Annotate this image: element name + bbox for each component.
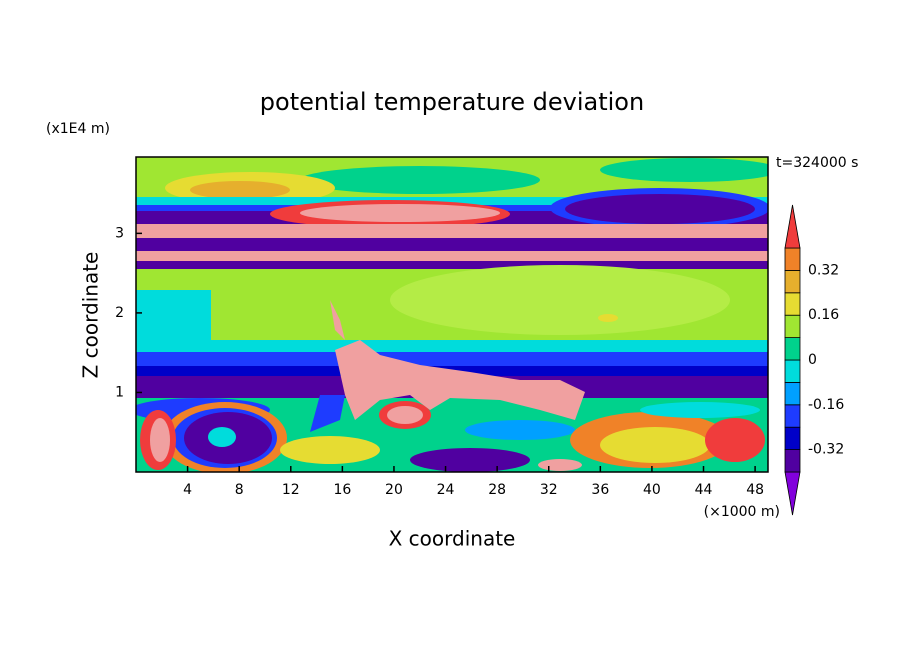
x-tick-label: 48 — [746, 482, 764, 498]
x-tick-label: 36 — [591, 482, 609, 498]
colorbar-triangle — [784, 204, 801, 249]
x-tick-label: 16 — [333, 482, 351, 498]
x-tick-label: 20 — [385, 482, 403, 498]
colorbar-box — [784, 269, 801, 294]
y-unit: (x1E4 m) — [46, 121, 110, 137]
colorbar-box — [784, 449, 801, 473]
chart-title: potential temperature deviation — [260, 88, 644, 116]
colorbar-box — [784, 337, 801, 361]
contour-field — [136, 157, 768, 472]
colorbar-box — [784, 404, 801, 428]
colorbar-box — [784, 292, 801, 316]
y-tick-label: 3 — [115, 225, 124, 241]
x-tick-label: 40 — [643, 482, 661, 498]
colorbar-label: 0.32 — [808, 262, 839, 278]
colorbar-label: -0.16 — [808, 397, 844, 413]
x-unit: (×1000 m) — [704, 504, 780, 520]
time-label: t=324000 s — [776, 155, 858, 171]
colorbar-label: -0.32 — [808, 442, 844, 458]
plot-frame — [135, 156, 769, 473]
colorbar-label: 0 — [808, 352, 817, 368]
colorbar-box — [784, 359, 801, 383]
colorbar-box — [784, 381, 801, 406]
colorbar-box — [784, 247, 801, 271]
y-axis-label: Z coordinate — [79, 252, 103, 379]
x-tick-label: 44 — [695, 482, 713, 498]
y-tick-label: 2 — [115, 305, 124, 321]
y-tick-label: 1 — [115, 384, 124, 400]
x-axis-label: X coordinate — [389, 527, 516, 551]
colorbar-triangle — [784, 471, 801, 516]
x-tick-label: 4 — [183, 482, 192, 498]
x-tick-label: 32 — [540, 482, 558, 498]
colorbar-box — [784, 426, 801, 451]
x-tick-label: 24 — [437, 482, 455, 498]
x-tick-label: 28 — [488, 482, 506, 498]
x-tick-label: 8 — [235, 482, 244, 498]
colorbar-label: 0.16 — [808, 307, 839, 323]
x-tick-label: 12 — [282, 482, 300, 498]
colorbar-box — [784, 314, 801, 339]
